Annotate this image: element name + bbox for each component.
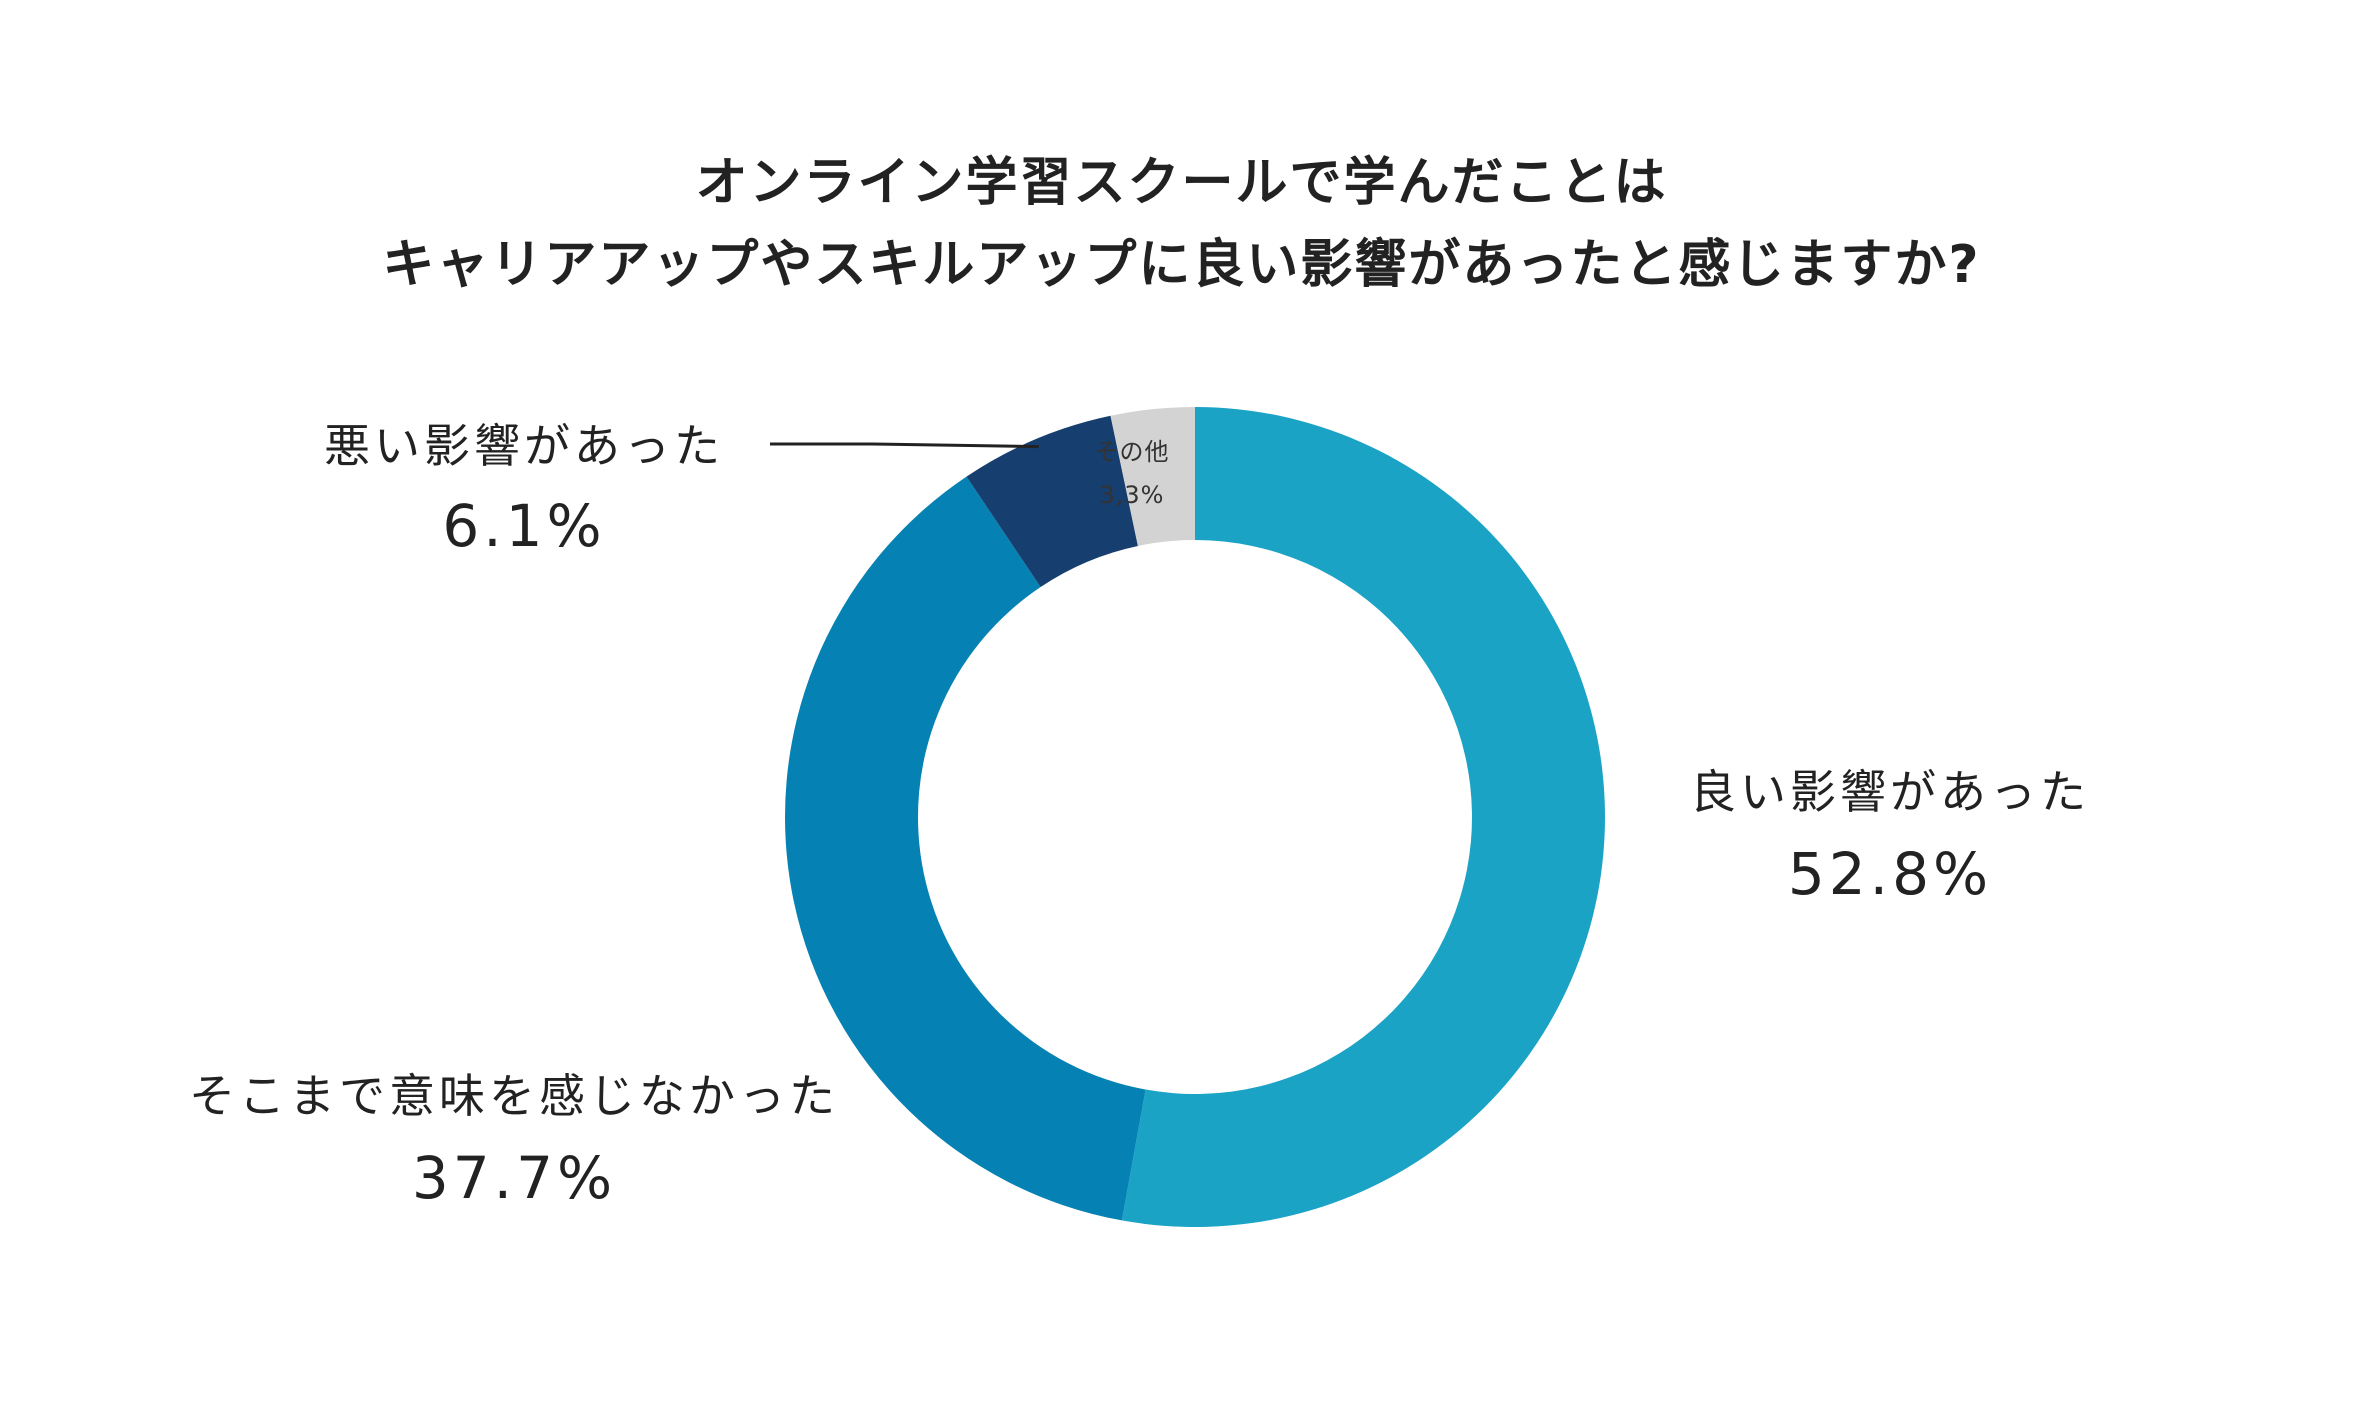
slice-label-2: そこまで意味を感じなかった: [189, 1069, 839, 1123]
chart-title-line-1: オンライン学習スクールで学んだことは: [695, 153, 1668, 213]
slice-value-label-2: 37.7%: [412, 1144, 616, 1212]
donut-slice-1: [1121, 407, 1605, 1227]
slice-value-label-3: 6.1%: [442, 492, 605, 560]
slice-label-4: その他: [1095, 438, 1170, 466]
donut-slice-3: [966, 415, 1138, 588]
leader-line: [770, 442, 1039, 449]
donut-slice-4: [1110, 407, 1195, 546]
slice-value-label-1: 52.8%: [1788, 840, 1992, 908]
donut-slice-2: [785, 476, 1146, 1221]
chart-title-line-2: キャリアアップやスキルアップに良い影響があったと感じますか?: [382, 235, 1981, 295]
slice-value-label-4: 3,3%: [1100, 481, 1165, 509]
slice-label-1: 良い影響があった: [1690, 765, 2090, 819]
slice-label-3: 悪い影響があった: [324, 419, 724, 473]
